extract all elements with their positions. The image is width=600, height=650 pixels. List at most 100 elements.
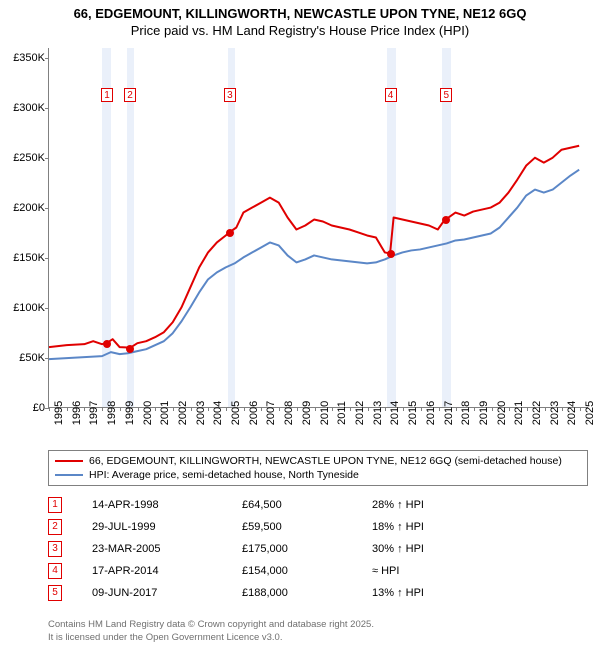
x-tick-mark <box>102 407 103 411</box>
x-tick-label: 2021 <box>513 401 525 425</box>
legend-entry-hpi: HPI: Average price, semi-detached house,… <box>55 468 581 482</box>
x-tick-label: 2009 <box>301 401 313 425</box>
x-tick-label: 2015 <box>407 401 419 425</box>
sales-row-date: 14-APR-1998 <box>92 499 242 511</box>
x-tick-label: 2023 <box>549 401 561 425</box>
sales-table: 1 14-APR-1998£64,50028% ↑ HPI 2 29-JUL-1999… <box>48 494 588 604</box>
sale-marker-box: 2 <box>124 88 136 102</box>
sale-marker-dot <box>126 345 134 353</box>
sales-row-price: £59,500 <box>242 521 372 533</box>
series-line-subject_property <box>49 146 579 348</box>
series-line-hpi_north_tyneside <box>49 170 579 359</box>
sale-marker-box: 1 <box>101 88 113 102</box>
x-tick-label: 1995 <box>53 401 65 425</box>
sales-row-date: 29-JUL-1999 <box>92 521 242 533</box>
sales-row-price: £154,000 <box>242 565 372 577</box>
y-tick-label: £50K <box>19 352 45 364</box>
sales-row-date: 09-JUN-2017 <box>92 587 242 599</box>
legend-box: 66, EDGEMOUNT, KILLINGWORTH, NEWCASTLE U… <box>48 450 588 486</box>
sale-marker-dot <box>442 216 450 224</box>
x-tick-label: 2014 <box>389 401 401 425</box>
x-tick-label: 2022 <box>531 401 543 425</box>
x-tick-mark <box>226 407 227 411</box>
x-tick-label: 2024 <box>566 401 578 425</box>
x-tick-mark <box>261 407 262 411</box>
x-tick-label: 2003 <box>195 401 207 425</box>
x-tick-mark <box>49 407 50 411</box>
x-tick-label: 2005 <box>230 401 242 425</box>
sales-row-marker: 3 <box>48 541 62 557</box>
x-tick-mark <box>120 407 121 411</box>
legend-swatch-hpi <box>55 474 83 476</box>
x-tick-mark <box>492 407 493 411</box>
y-tick-label: £350K <box>13 52 45 64</box>
x-tick-label: 2002 <box>177 401 189 425</box>
x-tick-mark <box>332 407 333 411</box>
x-tick-mark <box>421 407 422 411</box>
x-tick-mark <box>403 407 404 411</box>
sale-marker-box: 4 <box>385 88 397 102</box>
sales-row-price: £64,500 <box>242 499 372 511</box>
legend-label-subject: 66, EDGEMOUNT, KILLINGWORTH, NEWCASTLE U… <box>89 455 562 467</box>
y-tick-label: £250K <box>13 152 45 164</box>
x-tick-mark <box>580 407 581 411</box>
sales-row-marker: 1 <box>48 497 62 513</box>
y-tick-label: £100K <box>13 302 45 314</box>
x-tick-label: 2025 <box>584 401 596 425</box>
x-tick-label: 2000 <box>142 401 154 425</box>
y-tick-mark <box>45 208 49 209</box>
sale-marker-dot <box>226 229 234 237</box>
x-tick-label: 2007 <box>265 401 277 425</box>
x-tick-mark <box>138 407 139 411</box>
x-tick-label: 2012 <box>354 401 366 425</box>
y-tick-label: £0 <box>33 402 45 414</box>
x-tick-mark <box>527 407 528 411</box>
x-tick-label: 1997 <box>88 401 100 425</box>
x-tick-mark <box>350 407 351 411</box>
x-tick-mark <box>84 407 85 411</box>
x-tick-mark <box>439 407 440 411</box>
x-tick-mark <box>244 407 245 411</box>
sales-row-date: 17-APR-2014 <box>92 565 242 577</box>
x-tick-label: 2020 <box>496 401 508 425</box>
x-tick-mark <box>173 407 174 411</box>
y-tick-mark <box>45 308 49 309</box>
chart-title-line1: 66, EDGEMOUNT, KILLINGWORTH, NEWCASTLE U… <box>0 0 600 23</box>
sale-marker-box: 5 <box>440 88 452 102</box>
footnote: Contains HM Land Registry data © Crown c… <box>48 619 588 644</box>
legend-label-hpi: HPI: Average price, semi-detached house,… <box>89 469 359 481</box>
sales-row-marker: 2 <box>48 519 62 535</box>
x-tick-label: 2017 <box>443 401 455 425</box>
y-tick-mark <box>45 108 49 109</box>
x-tick-label: 1999 <box>124 401 136 425</box>
legend-entry-subject: 66, EDGEMOUNT, KILLINGWORTH, NEWCASTLE U… <box>55 454 581 468</box>
sales-row-marker: 4 <box>48 563 62 579</box>
x-tick-mark <box>385 407 386 411</box>
x-tick-mark <box>474 407 475 411</box>
y-tick-label: £300K <box>13 102 45 114</box>
x-tick-label: 2006 <box>248 401 260 425</box>
sales-row-price: £188,000 <box>242 587 372 599</box>
y-tick-label: £150K <box>13 252 45 264</box>
x-tick-label: 2001 <box>159 401 171 425</box>
x-tick-label: 2018 <box>460 401 472 425</box>
x-tick-label: 1998 <box>106 401 118 425</box>
x-tick-mark <box>509 407 510 411</box>
sales-row-diff: 18% ↑ HPI <box>372 521 588 533</box>
x-tick-label: 2019 <box>478 401 490 425</box>
x-tick-mark <box>155 407 156 411</box>
y-tick-mark <box>45 358 49 359</box>
x-tick-label: 2013 <box>372 401 384 425</box>
footnote-line1: Contains HM Land Registry data © Crown c… <box>48 619 588 631</box>
x-tick-label: 2008 <box>283 401 295 425</box>
x-tick-label: 1996 <box>71 401 83 425</box>
y-tick-mark <box>45 58 49 59</box>
sales-table-row: 2 29-JUL-1999£59,50018% ↑ HPI <box>48 516 588 538</box>
sale-marker-dot <box>387 250 395 258</box>
x-tick-mark <box>545 407 546 411</box>
sales-row-diff: 28% ↑ HPI <box>372 499 588 511</box>
x-tick-mark <box>67 407 68 411</box>
sales-row-price: £175,000 <box>242 543 372 555</box>
sales-row-diff: 13% ↑ HPI <box>372 587 588 599</box>
sales-row-diff: ≈ HPI <box>372 565 588 577</box>
